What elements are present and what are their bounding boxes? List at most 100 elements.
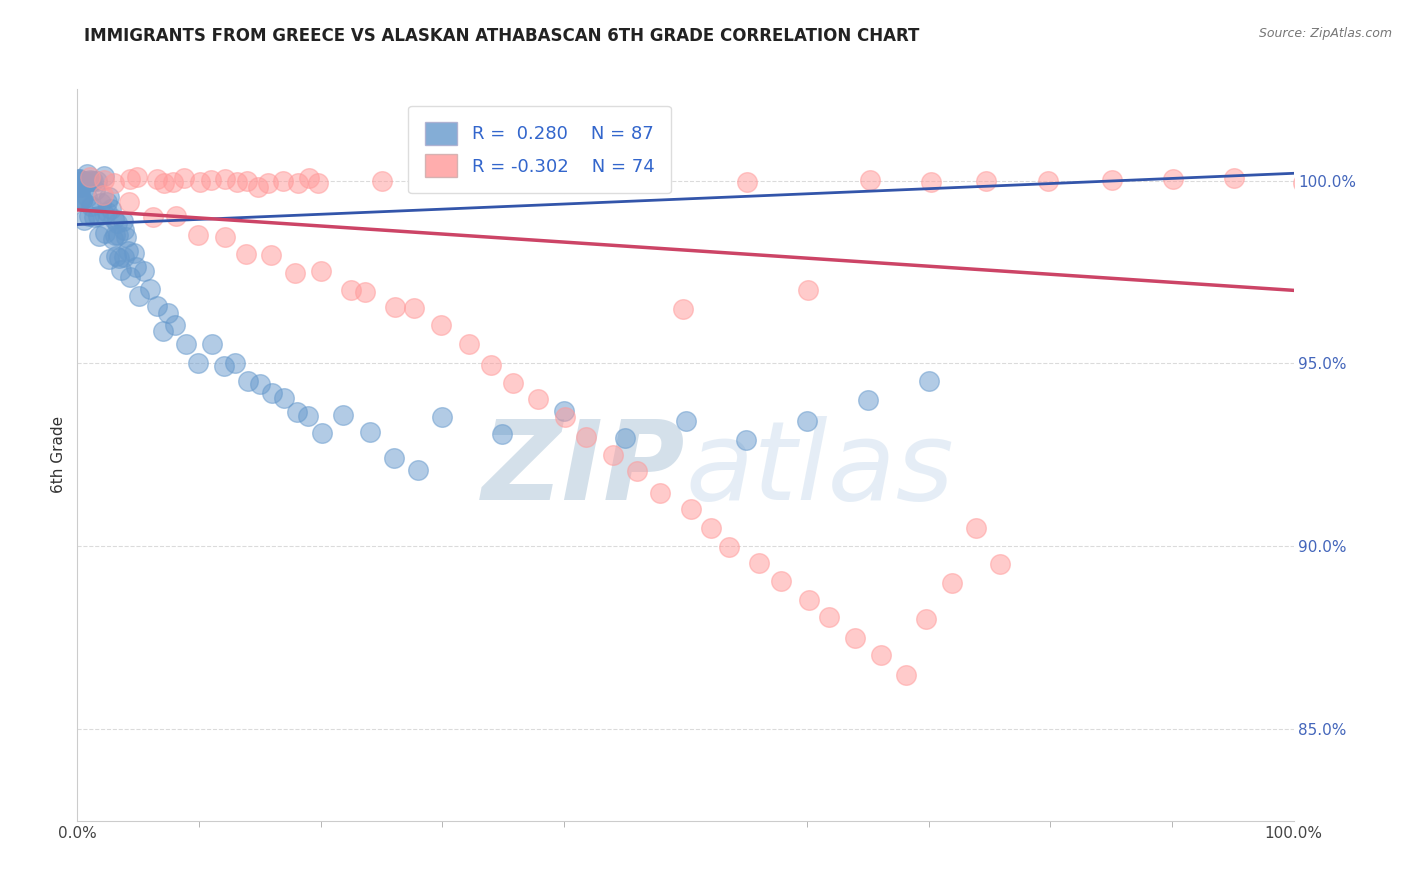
Point <box>214 172 236 186</box>
Point <box>918 374 941 388</box>
Point <box>430 318 453 333</box>
Point <box>458 337 481 351</box>
Point <box>402 301 425 315</box>
Text: atlas: atlas <box>686 416 955 523</box>
Point <box>236 174 259 188</box>
Point <box>432 409 454 424</box>
Point <box>93 169 115 184</box>
Point <box>118 195 141 210</box>
Point <box>86 174 108 188</box>
Point <box>87 228 110 243</box>
Point <box>284 266 307 280</box>
Point <box>797 592 820 607</box>
Point <box>675 414 697 428</box>
Point <box>173 171 195 186</box>
Point <box>1292 176 1315 190</box>
Point <box>235 247 257 261</box>
Text: IMMIGRANTS FROM GREECE VS ALASKAN ATHABASCAN 6TH GRADE CORRELATION CHART: IMMIGRANTS FROM GREECE VS ALASKAN ATHABA… <box>84 27 920 45</box>
Point <box>602 448 624 462</box>
Point <box>479 358 502 372</box>
Point <box>896 668 918 682</box>
Point <box>93 173 115 187</box>
Point <box>80 199 103 213</box>
Point <box>273 392 295 406</box>
Point <box>188 175 211 189</box>
Point <box>201 337 224 351</box>
Point <box>174 337 197 351</box>
Point <box>125 260 148 275</box>
Point <box>406 463 429 477</box>
Point <box>575 430 598 444</box>
Legend: R =  0.280    N = 87, R = -0.302    N = 74: R = 0.280 N = 87, R = -0.302 N = 74 <box>408 105 671 194</box>
Point <box>73 213 96 227</box>
Point <box>309 263 332 277</box>
Point <box>187 227 209 242</box>
Point <box>67 178 90 192</box>
Point <box>70 173 93 187</box>
Point <box>127 169 149 184</box>
Point <box>965 521 987 535</box>
Point <box>311 425 333 440</box>
Point <box>93 226 115 240</box>
Point <box>98 190 121 204</box>
Point <box>108 251 131 265</box>
Point <box>69 194 91 208</box>
Point <box>120 269 142 284</box>
Point <box>770 574 793 589</box>
Point <box>93 207 115 221</box>
Point <box>162 174 184 188</box>
Point <box>100 202 122 217</box>
Point <box>145 299 167 313</box>
Point <box>700 521 723 535</box>
Point <box>69 176 91 190</box>
Point <box>132 264 155 278</box>
Text: Source: ZipAtlas.com: Source: ZipAtlas.com <box>1258 27 1392 40</box>
Point <box>260 248 283 262</box>
Point <box>83 210 105 224</box>
Point <box>246 179 269 194</box>
Point <box>257 176 280 190</box>
Point <box>359 425 381 440</box>
Point <box>86 209 108 223</box>
Point <box>90 196 112 211</box>
Point <box>105 249 128 263</box>
Point <box>238 374 260 388</box>
Point <box>298 170 321 185</box>
Point <box>76 167 98 181</box>
Point <box>76 190 98 204</box>
Point <box>107 228 129 243</box>
Point <box>104 228 127 243</box>
Point <box>679 501 702 516</box>
Point <box>1161 172 1184 186</box>
Point <box>122 246 145 260</box>
Point <box>735 433 758 447</box>
Point <box>105 216 128 230</box>
Point <box>371 174 394 188</box>
Point <box>796 414 818 428</box>
Point <box>491 426 513 441</box>
Point <box>797 283 820 297</box>
Point <box>212 359 235 373</box>
Point <box>287 176 309 190</box>
Point <box>1036 174 1059 188</box>
Point <box>152 325 174 339</box>
Point <box>112 250 135 264</box>
Point <box>672 301 695 316</box>
Point <box>1223 170 1246 185</box>
Point <box>80 174 103 188</box>
Point <box>153 177 176 191</box>
Point <box>69 179 91 194</box>
Point <box>91 188 114 202</box>
Point <box>974 173 997 187</box>
Point <box>988 557 1011 571</box>
Point <box>818 610 841 624</box>
Point <box>432 173 454 187</box>
Point <box>73 175 96 189</box>
Point <box>139 282 162 296</box>
Point <box>489 171 512 186</box>
Point <box>920 175 942 189</box>
Point <box>69 175 91 189</box>
Point <box>260 386 283 401</box>
Point <box>502 376 524 390</box>
Point <box>72 193 94 207</box>
